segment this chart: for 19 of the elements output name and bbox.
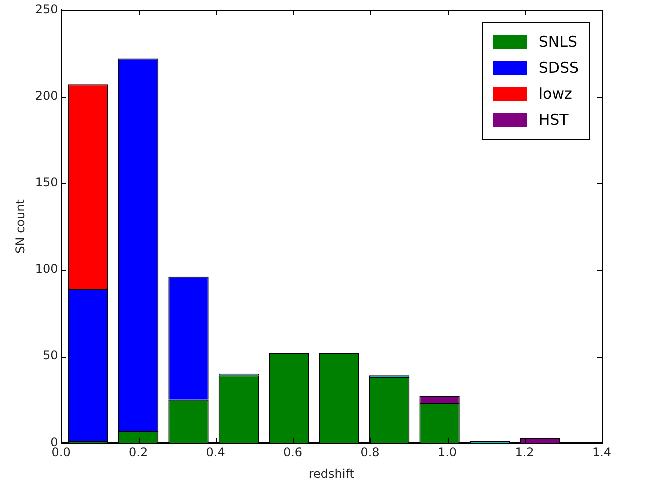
x-tick-label: 0.6 [283,446,303,460]
x-tick-label: 1.4 [592,446,612,460]
x-tick-label: 0.4 [206,446,226,460]
legend-label: lowz [538,84,572,106]
legend-label: SDSS [538,58,579,80]
y-tick-label: 200 [35,88,58,103]
x-tick-label: 1.2 [515,446,534,460]
x-tick-label: 0.2 [129,446,148,460]
x-tick-label: 0.8 [360,446,380,460]
x-axis-title: redshift [308,466,355,481]
y-tick-label: 250 [35,2,58,16]
legend-label: HST [538,110,569,132]
y-tick-label: 150 [35,176,58,190]
legend-label: SNLS [538,32,578,54]
y-axis-title: SN count [13,199,28,254]
y-tick-label: 100 [35,262,58,276]
y-tick-label: 50 [43,348,58,363]
x-tick-label: 0.0 [52,446,71,460]
x-tick-label: 1.0 [438,446,458,460]
